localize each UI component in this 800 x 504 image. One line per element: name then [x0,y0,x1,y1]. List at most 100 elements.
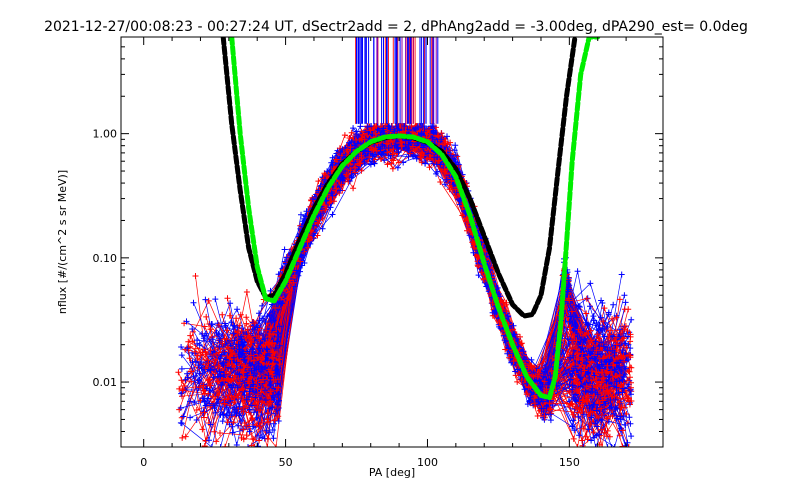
plus-marker [605,309,612,316]
plus-marker [178,344,185,350]
plus-marker [350,185,357,192]
plus-marker [604,444,611,447]
plus-marker [229,423,236,430]
plus-marker [196,370,203,377]
x-tick-label: 100 [417,456,438,469]
plus-marker [247,334,253,340]
plus-marker [459,212,466,219]
plus-marker [316,217,323,223]
plus-marker [219,360,226,367]
y-axis-label: nflux [#/(cm^2 s sr MeV)] [56,170,69,314]
plus-marker [243,289,250,295]
plus-marker [598,405,605,412]
plus-marker [195,385,202,392]
plus-marker [179,434,186,441]
plus-marker [201,414,207,421]
plus-marker [205,297,212,304]
plus-marker [257,405,264,412]
plus-marker [426,164,433,171]
plus-marker [187,368,194,375]
plus-marker [367,161,374,168]
plus-marker [213,350,220,357]
plus-marker [229,429,236,436]
plus-marker [219,311,226,318]
plus-marker [264,444,271,447]
plus-marker [625,444,632,447]
plus-marker [226,312,233,319]
plus-marker [283,254,290,261]
plus-marker [254,432,261,439]
plus-marker [212,409,219,416]
plus-marker [418,159,425,166]
plus-marker [217,355,224,362]
plus-marker [348,129,355,136]
plus-marker [236,412,243,419]
plus-marker [199,426,206,433]
plus-marker [517,376,524,383]
plus-marker [350,125,357,132]
plus-marker [622,299,629,306]
plus-marker [580,444,587,447]
plus-marker [574,268,581,275]
plus-marker [251,409,258,416]
plus-marker [276,397,282,404]
plus-marker [504,350,511,357]
plus-marker [270,435,277,442]
plus-marker [243,314,250,321]
plus-marker [267,287,274,294]
plus-marker [201,443,208,447]
y-tick-label: 1.00 [93,128,118,141]
plus-marker [605,418,612,425]
plus-marker [238,352,245,358]
plus-marker [621,292,628,299]
plus-marker [604,415,611,422]
plus-marker [262,381,269,388]
plus-marker [187,332,194,339]
plus-marker [517,333,523,340]
plus-marker [245,409,252,416]
plus-marker [579,442,586,447]
plus-marker [594,331,601,338]
plus-marker [528,356,535,363]
plus-marker [303,208,310,215]
plus-marker [547,417,554,424]
plus-marker [224,327,231,334]
plus-marker [178,414,185,421]
plus-marker [319,225,326,232]
plus-marker [584,375,591,382]
plus-marker [175,369,182,376]
plus-marker [567,324,574,331]
plus-marker [626,414,633,421]
plus-marker [299,262,306,269]
plus-marker [281,246,288,253]
plus-marker [201,381,207,388]
plus-marker [203,330,210,337]
plus-marker [190,299,197,306]
plus-marker [235,422,241,429]
plus-marker [585,348,592,355]
plus-marker [197,384,203,391]
plus-marker [231,393,238,400]
plus-marker [590,429,597,436]
plus-marker [341,132,348,139]
plus-marker [570,435,577,442]
plus-marker [566,389,573,395]
plus-marker [357,123,364,130]
plus-marker [227,300,234,307]
plus-marker [583,295,590,302]
x-axis-label: PA [deg] [369,466,415,479]
plus-marker [625,306,632,313]
y-tick-label: 0.10 [93,252,118,265]
plus-marker [611,393,618,400]
plus-marker [234,306,241,313]
plus-marker [576,432,583,439]
plus-marker [250,319,257,325]
plus-marker [269,349,276,356]
plus-marker [235,394,241,401]
plus-marker [250,423,256,430]
plus-marker [618,271,625,278]
plus-marker [569,401,576,408]
plus-marker [598,314,604,321]
plus-marker [625,341,632,348]
plus-marker [580,339,586,346]
